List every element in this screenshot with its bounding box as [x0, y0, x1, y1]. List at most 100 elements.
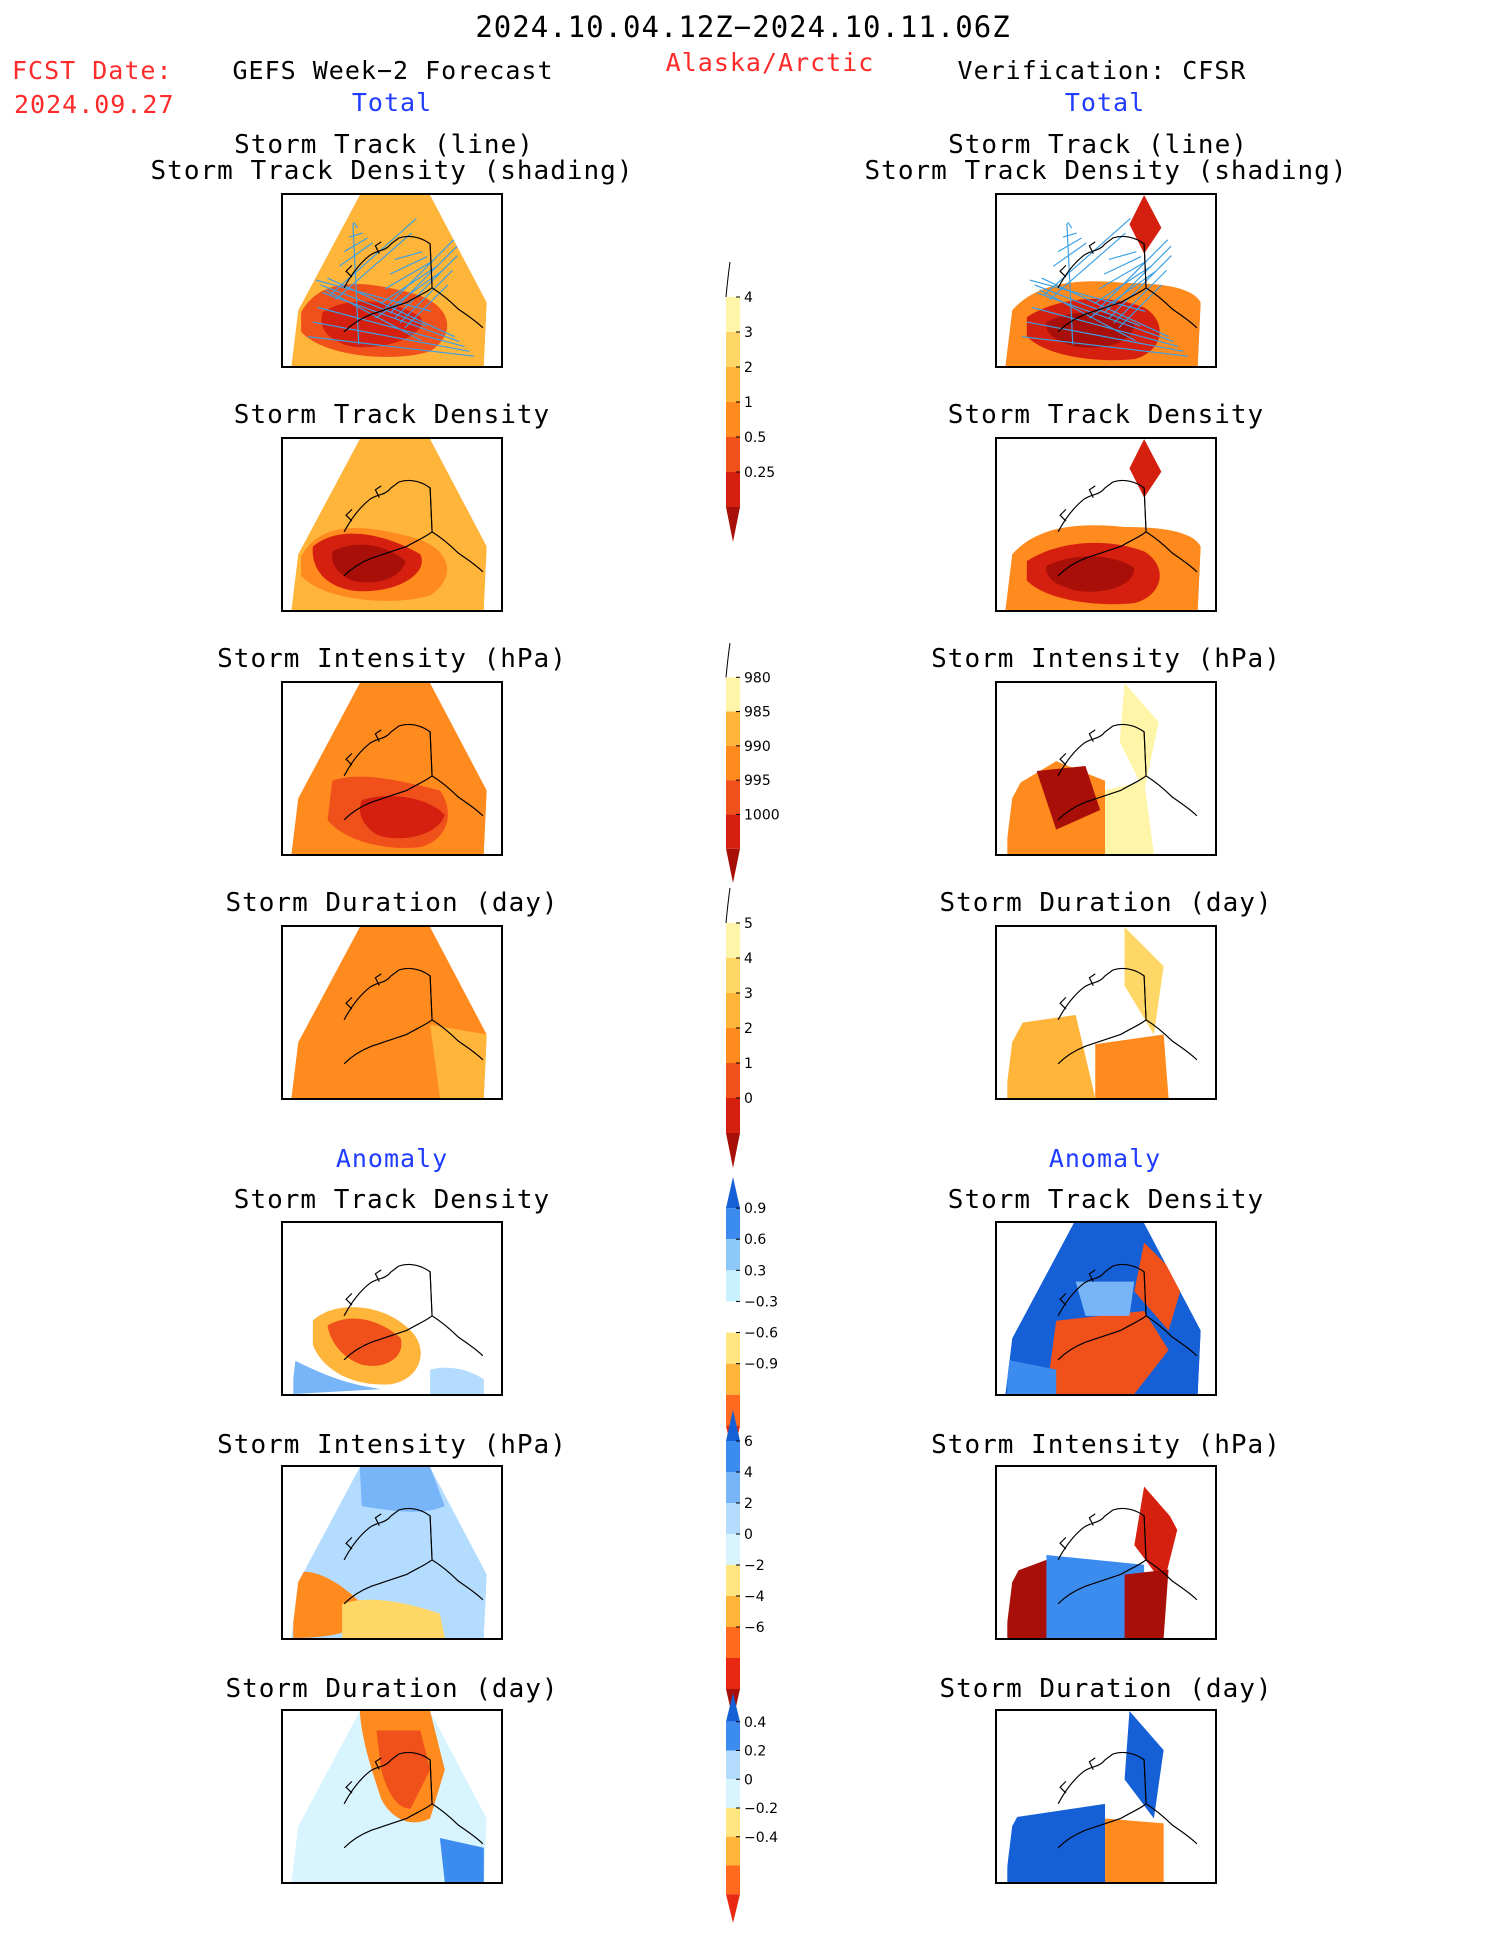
map-cfsr-duration [995, 925, 1217, 1100]
fcst-date-value: 2024.09.27 [14, 90, 175, 119]
cfsr-track-storm-track [1021, 336, 1189, 357]
cfsr-track-shading [1129, 195, 1164, 254]
intensity-anom-tick-label: −2 [744, 1558, 765, 1574]
gefs-duration-shading [430, 1024, 487, 1098]
intensity-anom-swatch [726, 1441, 740, 1472]
duration-anom-arrow-bottom [726, 1894, 740, 1923]
density-anom-tick-label: 0.3 [744, 1263, 766, 1279]
cfsr-intensity-coastline [1057, 723, 1198, 821]
cfsr-density-anom-shading [1075, 1281, 1135, 1316]
gefs-duration-anom-border [429, 1759, 433, 1804]
right-track-title-2: Storm Track Density (shading) [864, 156, 1348, 186]
gefs-intensity-anom-coastline [343, 1507, 484, 1605]
gefs-track-storm-track [325, 289, 422, 342]
map-gefs-intensity [281, 681, 503, 856]
intensity-anom-swatch [726, 1565, 740, 1596]
cfsr-density-anom-border [1143, 1271, 1147, 1316]
duration-tick-label: 1 [744, 1056, 753, 1072]
gefs-track-shading [321, 301, 422, 348]
intensity-tick-label: 985 [744, 705, 771, 721]
cfsr-track-storm-track [1113, 269, 1167, 324]
duration-swatch [726, 923, 740, 958]
intensity-tick-label: 995 [744, 773, 771, 789]
gefs-intensity-anom-shading [342, 1599, 445, 1638]
duration-anom-swatch [726, 1865, 740, 1895]
gefs-density-anom-shading [293, 1359, 382, 1394]
density-anom-arrow-top [726, 1177, 740, 1209]
intensity-anom-swatch [726, 1472, 740, 1503]
density-tick-label: 4 [744, 290, 753, 306]
gefs-intensity-anom-shading [359, 1467, 445, 1512]
intensity-arrow-bottom [726, 848, 740, 883]
cfsr-density-shading [1046, 556, 1135, 592]
cfsr-duration-shading [1095, 1034, 1169, 1098]
cfsr-track-storm-track [1108, 255, 1172, 319]
duration-tick-label: 4 [744, 951, 753, 967]
intensity-anom-tick-label: −6 [744, 1620, 765, 1636]
gefs-track-storm-track [394, 251, 423, 261]
gefs-track-storm-track [338, 242, 373, 267]
cfsr-intensity-anom-coastline [1057, 1507, 1198, 1605]
map-cfsr-duration-anom [995, 1709, 1217, 1884]
right-duration-anom-title: Storm Duration (day) [939, 1674, 1273, 1704]
right-duration-title: Storm Duration (day) [939, 888, 1273, 918]
cfsr-track-storm-track [1062, 232, 1077, 238]
gefs-track-storm-track [389, 240, 463, 314]
cfsr-track-storm-track [1044, 218, 1131, 296]
intensity-anom-tick-label: 6 [744, 1434, 753, 1450]
density-swatch [726, 402, 740, 437]
map-gefs-duration [281, 925, 503, 1100]
intensity-anom-swatch [726, 1534, 740, 1565]
cfsr-track-storm-track [1103, 240, 1177, 314]
fcst-date-label: FCST Date: [12, 56, 173, 85]
density-anom-tick-label: −0.9 [744, 1357, 778, 1373]
density-anom-swatch [726, 1208, 740, 1240]
gefs-track-storm-track [322, 292, 460, 343]
gefs-duration-anom-coastline [343, 1751, 484, 1849]
intensity-anom-tick-label: −4 [744, 1589, 765, 1605]
cfsr-track-storm-track [1029, 279, 1146, 312]
gefs-duration-anom-shading [376, 1730, 431, 1809]
duration-tick-label: 2 [744, 1021, 753, 1037]
gefs-track-storm-track [307, 336, 475, 357]
cfsr-intensity-anom-shading [1007, 1559, 1057, 1638]
map-gefs-density [281, 437, 503, 612]
density-anom-tick-label: −0.6 [744, 1326, 778, 1342]
gefs-density-border [429, 487, 433, 532]
intensity-anom-tick-label: 4 [744, 1465, 753, 1481]
gefs-intensity-shading [359, 795, 445, 839]
cfsr-track-storm-track [1067, 222, 1073, 229]
map-cfsr-intensity [995, 681, 1217, 856]
density-swatch [726, 297, 740, 332]
duration-tick-label: 3 [744, 986, 753, 1002]
cfsr-track-storm-track [1066, 223, 1074, 345]
intensity-tick-label: 990 [744, 739, 771, 755]
cfsr-density-anom-shading [1134, 1242, 1184, 1331]
cfsr-track-storm-track [1031, 306, 1179, 348]
right-density-title: Storm Track Density [947, 400, 1265, 430]
cfsr-intensity-anom-shading [1046, 1554, 1145, 1638]
intensity-anom-swatch [726, 1627, 740, 1658]
density-arrow-bottom [726, 507, 740, 542]
intensity-swatch [726, 814, 740, 849]
left-total-label: Total [351, 88, 433, 117]
gefs-track-storm-track [353, 222, 359, 229]
cfsr-track-border [1143, 243, 1147, 288]
cfsr-track-storm-track [1034, 284, 1141, 327]
cfsr-track-storm-track [1036, 292, 1174, 343]
gefs-density-anom-coastline [343, 1263, 484, 1361]
density-anom-swatch [726, 1270, 740, 1302]
duration-anom-arrow-top [726, 1693, 740, 1722]
intensity-anom-arrow-top [726, 1410, 740, 1441]
map-gefs-intensity-anom [281, 1465, 503, 1640]
cfsr-duration-anom-shading [1105, 1818, 1164, 1882]
intensity-swatch [726, 677, 740, 712]
gefs-track-border [429, 243, 433, 288]
left-duration-anom-title: Storm Duration (day) [225, 1674, 559, 1704]
duration-anom-tick-label: −0.2 [744, 1801, 778, 1817]
cfsr-density-anom-coastline [1057, 1263, 1198, 1361]
duration-swatch [726, 1063, 740, 1098]
gefs-track-storm-track [399, 269, 453, 324]
right-anomaly-label: Anomaly [1048, 1144, 1162, 1173]
right-density-anom-title: Storm Track Density [947, 1185, 1265, 1215]
